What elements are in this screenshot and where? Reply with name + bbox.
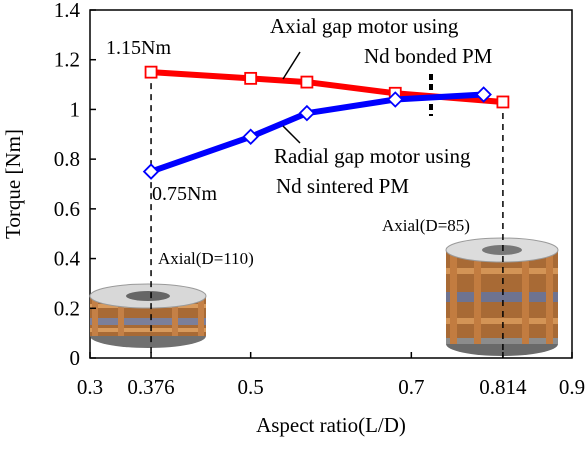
data-point-square xyxy=(244,71,258,85)
annotation-0-75nm: 0.75Nm xyxy=(152,183,217,205)
data-point-diamond xyxy=(298,104,316,122)
y-axis-title: Torque [Nm] xyxy=(1,129,25,239)
y-tick-label: 0.2 xyxy=(54,296,80,320)
y-tick-label: 0.8 xyxy=(54,147,80,171)
axial-label-leader xyxy=(282,51,301,80)
x-axis-ticks: 0.3 0.376 0.5 0.7 0.814 0.9 xyxy=(77,352,585,399)
data-point-square xyxy=(300,75,314,89)
y-axis-ticks: 0 0.2 0.4 0.6 0.8 1 1.2 1.4 xyxy=(54,0,96,370)
data-point-diamond xyxy=(386,91,404,108)
series-layer xyxy=(142,65,510,180)
axial-motor-left-illustration xyxy=(89,283,207,348)
y-tick-label: 1 xyxy=(70,97,81,121)
x-tick-label: 0.7 xyxy=(398,375,424,399)
annotation-1-15nm: 1.15Nm xyxy=(106,37,171,59)
annotation-axial-d85: Axial(D=85) xyxy=(382,216,470,235)
x-tick-label: 0.3 xyxy=(77,375,103,399)
data-point-square xyxy=(496,95,510,109)
axial-series-label-line1: Axial gap motor using xyxy=(270,14,459,38)
x-tick-label: 0.376 xyxy=(127,375,174,399)
radial-series-label-line1: Radial gap motor using xyxy=(274,144,471,168)
y-tick-label: 0 xyxy=(70,346,81,370)
y-tick-label: 0.4 xyxy=(54,247,81,271)
radial-series-label-line2: Nd sintered PM xyxy=(276,174,409,198)
radial-label-leader xyxy=(282,125,301,144)
x-tick-label: 0.5 xyxy=(238,375,264,399)
y-tick-label: 1.4 xyxy=(54,0,81,22)
axial-motor-right-illustration xyxy=(445,237,559,356)
data-point-diamond xyxy=(475,86,492,103)
x-tick-label: 0.9 xyxy=(559,375,585,399)
y-tick-label: 0.6 xyxy=(54,197,80,221)
annotation-axial-d110: Axial(D=110) xyxy=(158,249,254,268)
x-axis-title: Aspect ratio(L/D) xyxy=(256,413,406,437)
data-point-diamond xyxy=(242,128,259,146)
x-tick-label: 0.814 xyxy=(479,375,527,399)
data-point-diamond xyxy=(142,163,160,180)
plot-frame xyxy=(89,9,573,359)
series-axial xyxy=(144,65,510,109)
y-tick-label: 1.2 xyxy=(54,48,80,72)
axial-series-label-line2: Nd bonded PM xyxy=(364,44,493,68)
data-point-square xyxy=(144,65,158,79)
series-radial xyxy=(142,86,492,180)
